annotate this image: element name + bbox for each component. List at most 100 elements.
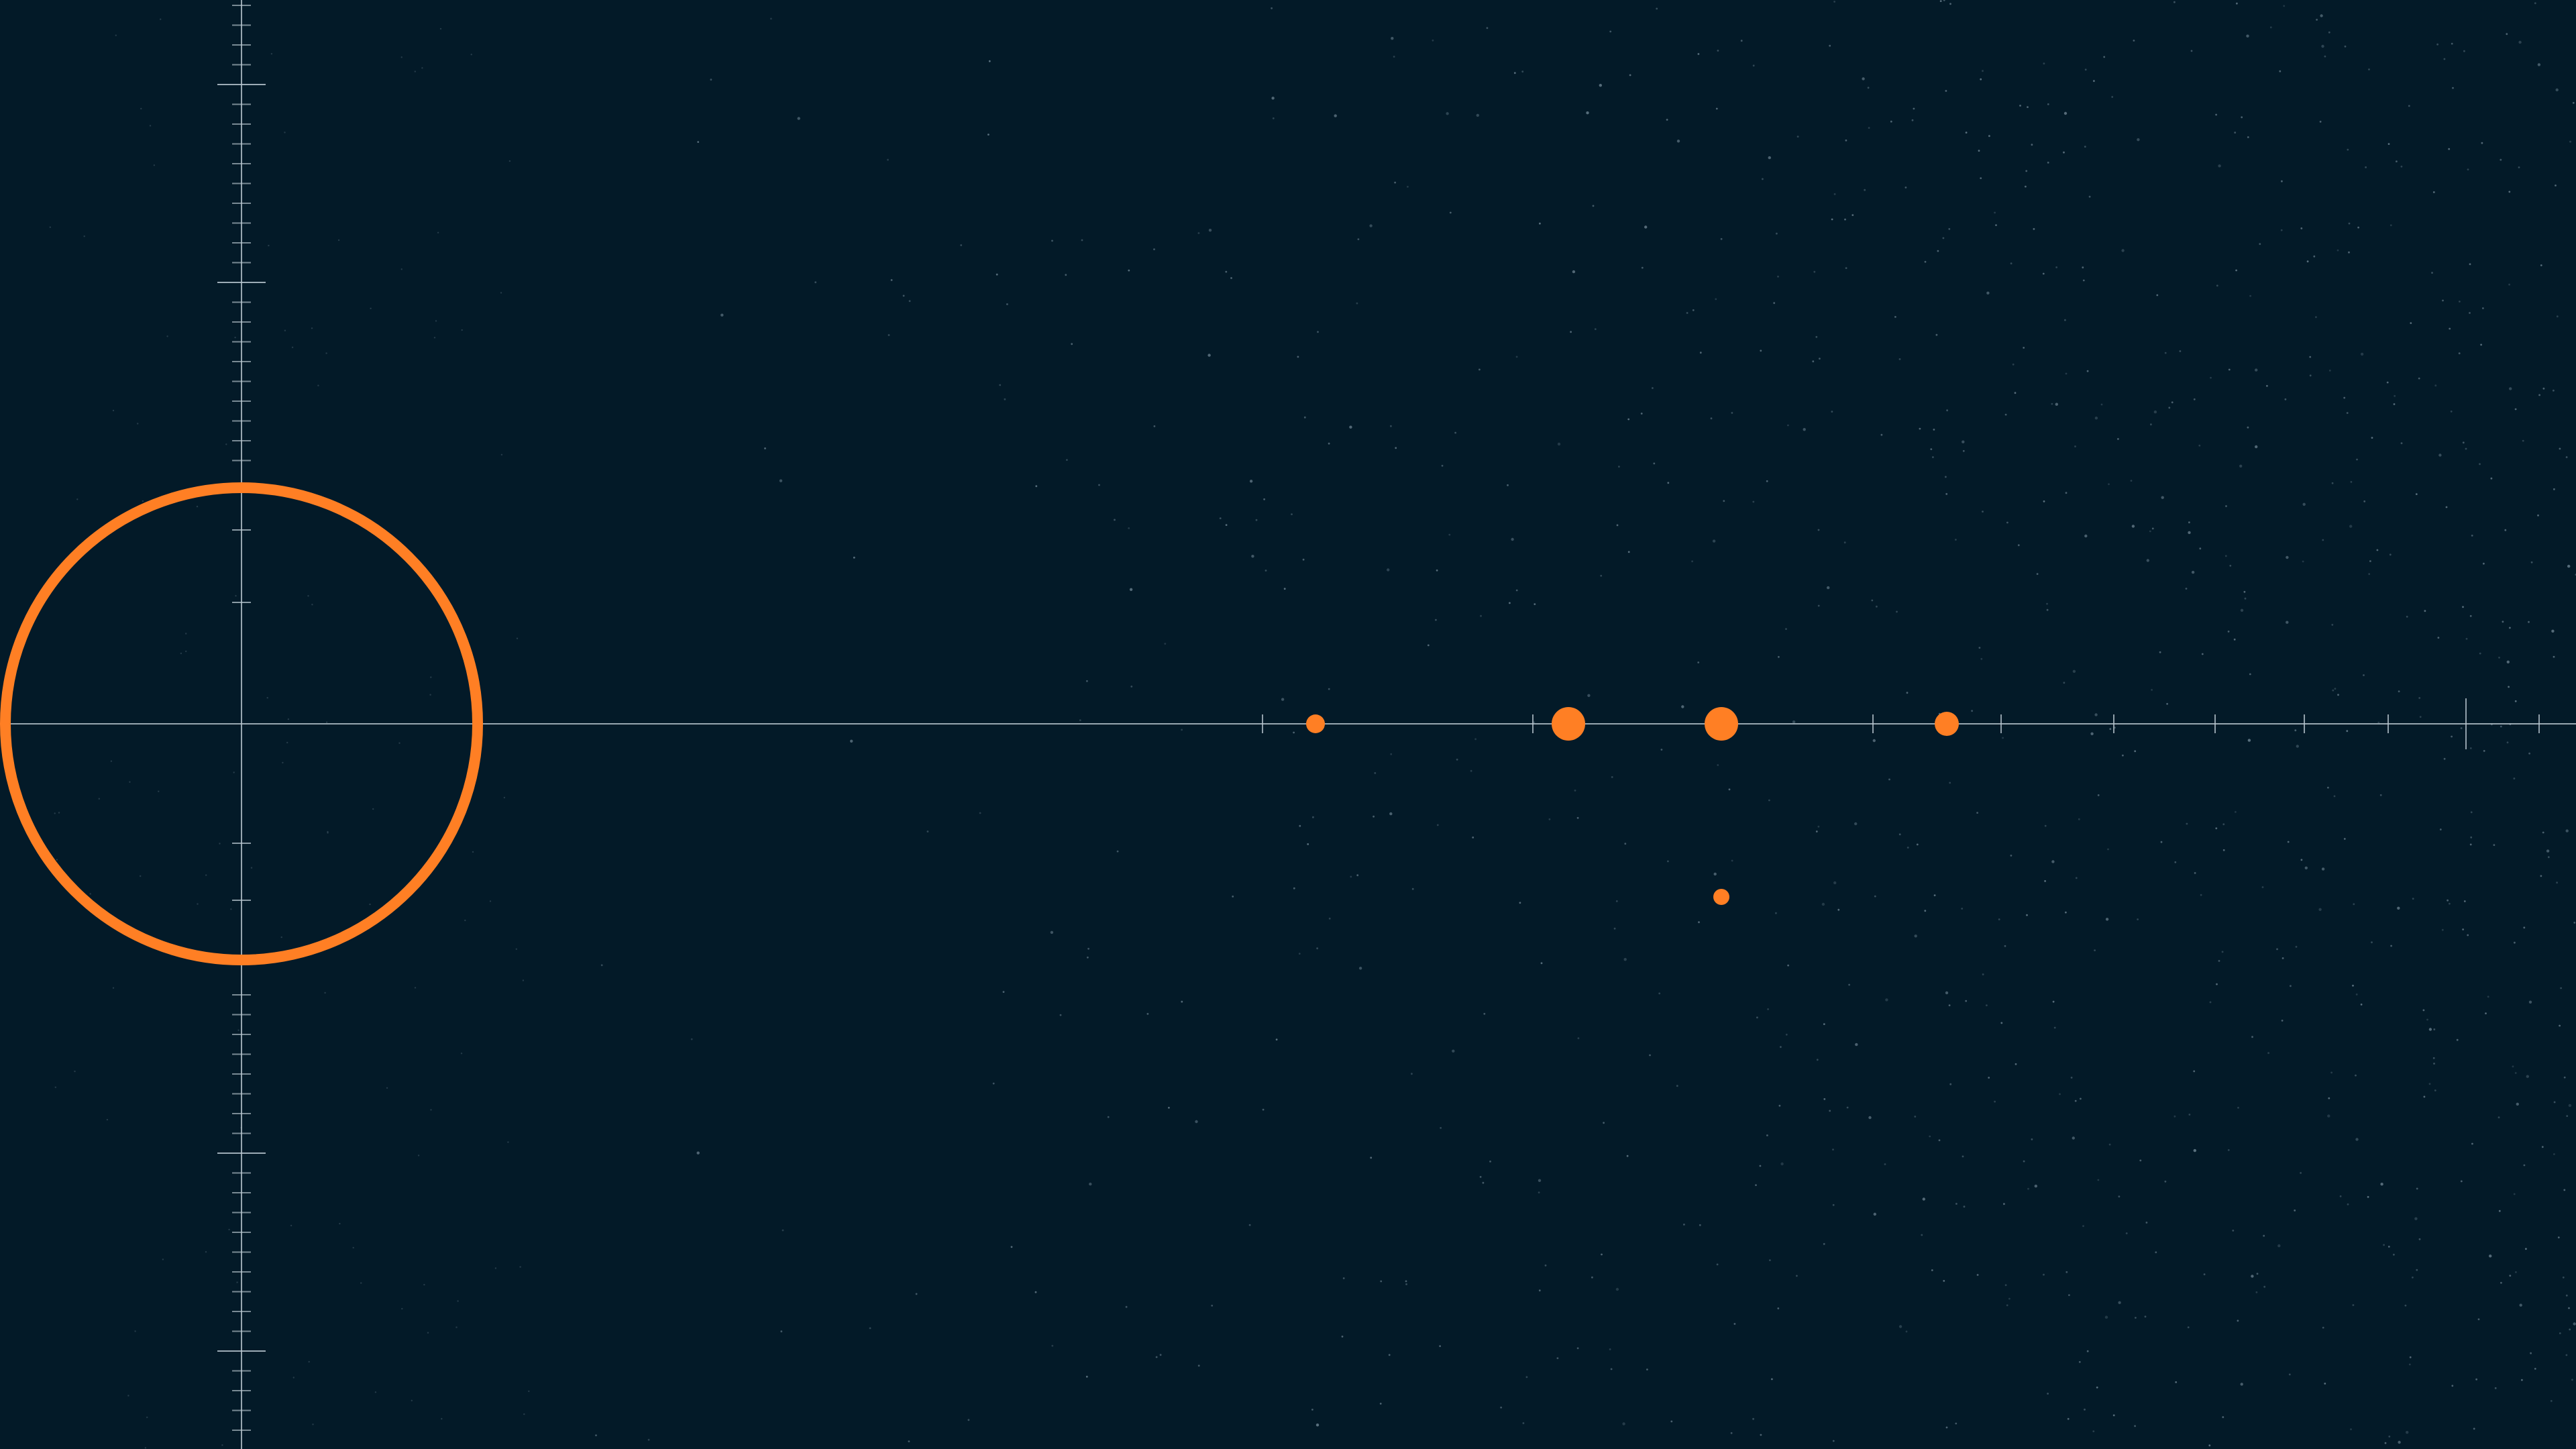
- star: [2512, 1065, 2514, 1068]
- star: [1731, 412, 1733, 414]
- star: [2321, 867, 2325, 871]
- star: [2560, 987, 2563, 989]
- star: [2418, 697, 2421, 699]
- star: [2155, 1251, 2157, 1254]
- star: [312, 1424, 314, 1426]
- star: [1311, 1408, 1313, 1411]
- star: [429, 694, 431, 696]
- star: [1486, 27, 1489, 30]
- star: [2251, 1275, 2254, 1278]
- star: [127, 1395, 129, 1397]
- star: [1962, 1155, 1964, 1158]
- star: [1592, 205, 1595, 207]
- star: [1405, 1283, 1407, 1285]
- star: [1357, 238, 1360, 240]
- star: [1388, 1354, 1391, 1356]
- star: [1449, 211, 1452, 214]
- star: [162, 1258, 164, 1260]
- star: [2467, 168, 2469, 171]
- star: [2097, 794, 2100, 796]
- star: [2187, 1326, 2190, 1328]
- star: [2489, 1254, 2492, 1258]
- star: [1456, 758, 1458, 761]
- star: [1845, 139, 1847, 142]
- star: [2424, 610, 2426, 612]
- star: [421, 67, 423, 69]
- star: [185, 633, 187, 635]
- star: [1500, 1406, 1503, 1409]
- star: [2004, 1284, 2007, 1287]
- star: [1933, 429, 1935, 431]
- star: [2193, 1148, 2196, 1152]
- star: [280, 936, 282, 938]
- star: [2470, 811, 2473, 814]
- star: [1522, 1422, 1525, 1424]
- star: [1994, 211, 1996, 214]
- star: [2164, 1180, 2167, 1183]
- star: [1211, 1304, 1214, 1307]
- star: [2090, 732, 2094, 736]
- star: [2302, 502, 2306, 506]
- star: [2396, 160, 2398, 163]
- star: [2033, 228, 2035, 230]
- star: [2151, 689, 2153, 691]
- star: [1982, 973, 1984, 975]
- star: [2339, 1195, 2342, 1197]
- star: [1778, 655, 1780, 658]
- star: [2451, 42, 2453, 45]
- star: [1411, 888, 1414, 890]
- star: [2315, 316, 2317, 319]
- star: [720, 313, 724, 317]
- star: [1988, 135, 1990, 138]
- star: [2522, 439, 2524, 442]
- star: [2139, 1159, 2142, 1162]
- star: [1114, 519, 1116, 521]
- star: [1904, 186, 1907, 189]
- star: [2433, 1063, 2435, 1065]
- star: [2042, 272, 2045, 275]
- body-4-dot-icon: [1935, 712, 1959, 736]
- star: [1489, 1161, 1491, 1163]
- star: [1812, 360, 1815, 363]
- star: [2371, 941, 2373, 944]
- star: [2406, 615, 2408, 618]
- star: [2431, 272, 2433, 274]
- star: [2004, 413, 2007, 416]
- star: [2442, 299, 2444, 302]
- star: [1153, 248, 1155, 250]
- star: [1576, 1347, 1579, 1350]
- star: [1387, 568, 1390, 572]
- star: [2263, 1234, 2265, 1237]
- star: [1864, 189, 1866, 191]
- star: [1230, 277, 1232, 279]
- star: [2027, 106, 2029, 109]
- star: [519, 1266, 521, 1268]
- star: [1439, 1345, 1442, 1347]
- star: [2416, 1269, 2418, 1271]
- star: [1513, 72, 1516, 74]
- star: [1787, 964, 1790, 967]
- star: [1615, 1287, 1619, 1291]
- star: [1691, 560, 1694, 563]
- star: [2416, 1187, 2418, 1190]
- star: [1905, 1330, 1908, 1333]
- star: [441, 1417, 443, 1420]
- star: [2159, 651, 2161, 653]
- star: [1731, 859, 1733, 862]
- star: [2523, 1164, 2526, 1167]
- star: [1087, 956, 1089, 959]
- star: [1965, 131, 1968, 134]
- star: [2479, 463, 2481, 466]
- star: [1699, 1224, 1701, 1226]
- star: [1851, 214, 1854, 216]
- star: [2067, 1417, 2070, 1420]
- star: [372, 808, 374, 810]
- star: [2451, 1385, 2454, 1387]
- star: [2149, 530, 2151, 533]
- star: [2471, 1142, 2473, 1145]
- star: [414, 987, 417, 989]
- star: [1394, 181, 1397, 184]
- star: [2249, 294, 2252, 297]
- star: [1059, 1014, 1062, 1016]
- star: [2321, 44, 2324, 48]
